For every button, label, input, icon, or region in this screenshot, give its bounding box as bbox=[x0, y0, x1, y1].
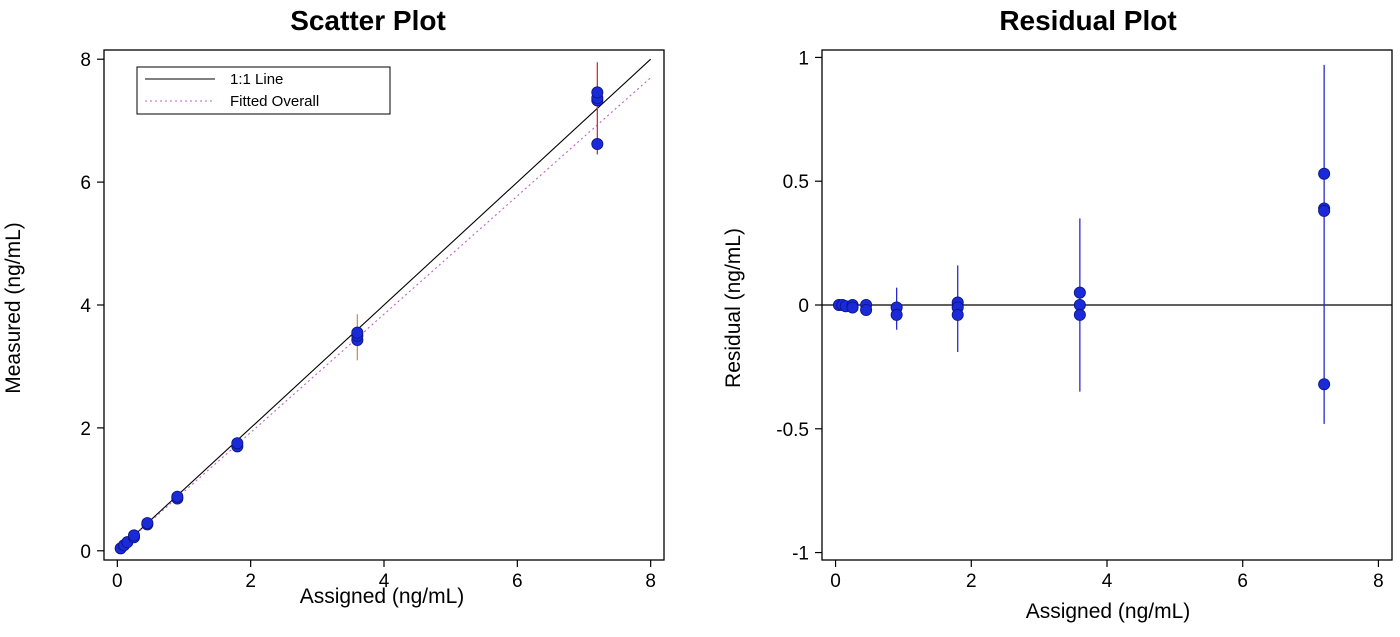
scatter-plot-ytick-label: 4 bbox=[80, 296, 91, 317]
scatter-plot-data-point bbox=[591, 138, 604, 151]
residual-plot-panel: Residual Plot Assigned (ng/mL) Residual … bbox=[722, 5, 1393, 623]
legend-1to1-label: 1:1 Line bbox=[230, 71, 283, 88]
scatter-plot-data-point bbox=[141, 517, 154, 530]
scatter-plot-data-point bbox=[591, 86, 604, 99]
residual-plot-xtick-label: 2 bbox=[966, 571, 977, 592]
scatter-plot-panel: Scatter Plot Assigned (ng/mL) Measured (… bbox=[2, 5, 665, 608]
residual-plot-ytick-label: -1 bbox=[792, 544, 809, 565]
scatter-plot-legend: 1:1 Line Fitted Overall bbox=[136, 66, 391, 115]
residual-plot-ytick-label: 0.5 bbox=[783, 172, 809, 193]
one-to-one-line bbox=[116, 58, 652, 552]
scatter-plot-xtick-label: 6 bbox=[512, 571, 523, 592]
residual-plot-ytick-label: -0.5 bbox=[776, 420, 809, 441]
residual-plot-data-point bbox=[1318, 204, 1331, 217]
residual-plot-xtick-label: 0 bbox=[830, 571, 841, 592]
scatter-plot-ylabel: Measured (ng/mL) bbox=[2, 222, 25, 394]
scatter-plot-ytick-label: 0 bbox=[80, 542, 91, 563]
scatter-plot-ytick-label: 8 bbox=[80, 50, 91, 71]
residual-plot-data-point bbox=[890, 308, 903, 321]
residual-plot-title: Residual Plot bbox=[999, 5, 1176, 36]
residual-plot-xtick-label: 6 bbox=[1237, 571, 1248, 592]
residual-plot-data-point bbox=[951, 308, 964, 321]
residual-plot-data-point bbox=[1073, 308, 1086, 321]
fitted-overall-line bbox=[116, 77, 652, 552]
scatter-plot-title: Scatter Plot bbox=[290, 5, 446, 36]
legend-box bbox=[136, 66, 391, 115]
residual-plot-data-point bbox=[860, 303, 873, 316]
scatter-plot-xtick-label: 0 bbox=[112, 571, 123, 592]
residual-plot-xtick-label: 4 bbox=[1102, 571, 1113, 592]
scatter-plot-xtick-label: 2 bbox=[245, 571, 256, 592]
scatter-plot-data-point bbox=[127, 529, 140, 542]
scatter-plot-ytick-label: 6 bbox=[80, 173, 91, 194]
residual-plot-data-point bbox=[1318, 378, 1331, 391]
residual-plot-data-point bbox=[1318, 167, 1331, 180]
scatter-plot-xtick-label: 4 bbox=[379, 571, 390, 592]
residual-plot-ytick-label: 0 bbox=[798, 296, 809, 317]
residual-plot-data-point bbox=[846, 301, 859, 314]
scatter-plot-data-point bbox=[231, 437, 244, 450]
residual-plot-ylabel: Residual (ng/mL) bbox=[722, 228, 745, 388]
residual-plot-data-point bbox=[1073, 286, 1086, 299]
residual-plot-xlabel: Assigned (ng/mL) bbox=[1026, 600, 1191, 623]
residual-plot-xtick-label: 8 bbox=[1373, 571, 1384, 592]
scatter-plot-data-point bbox=[171, 490, 184, 503]
residual-plot-ytick-label: 1 bbox=[798, 48, 809, 69]
scatter-plot-xtick-label: 8 bbox=[645, 571, 656, 592]
scatter-plot-xlabel: Assigned (ng/mL) bbox=[300, 585, 465, 608]
legend-fitted-label: Fitted Overall bbox=[230, 93, 319, 110]
scatter-plot-data-point bbox=[351, 326, 364, 339]
scatter-plot-ytick-label: 2 bbox=[80, 419, 91, 440]
